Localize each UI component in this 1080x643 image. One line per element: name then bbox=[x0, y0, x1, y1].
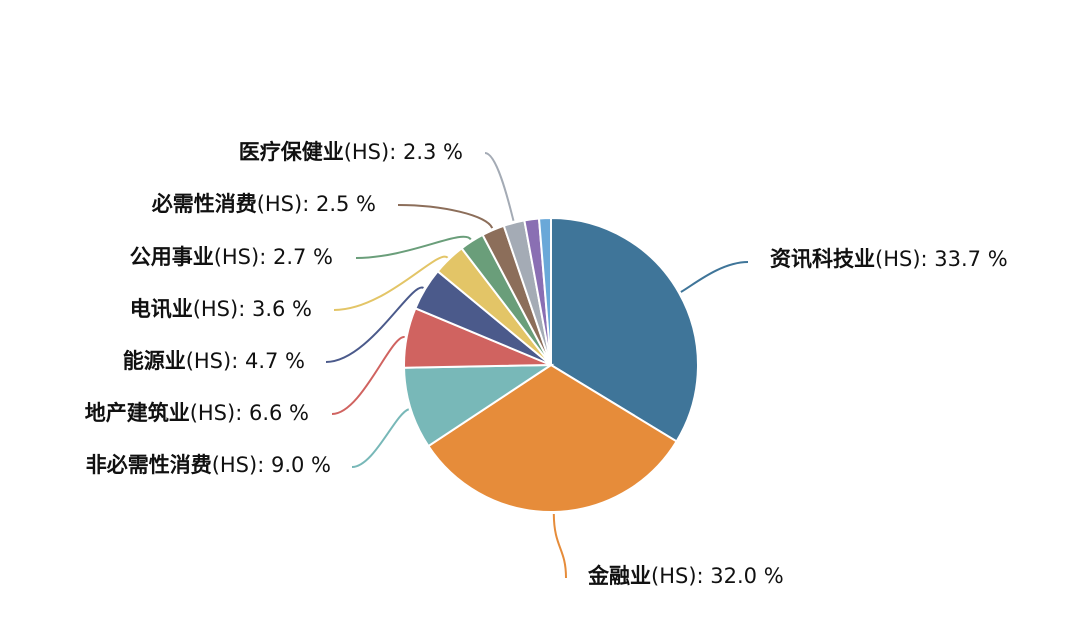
leader-line-6 bbox=[355, 235, 472, 259]
slice-label-value: (HS): 33.7 % bbox=[875, 247, 1008, 271]
slice-label-8: 医疗保健业(HS): 2.3 % bbox=[239, 140, 463, 164]
pie-slice-10 bbox=[537, 216, 552, 366]
slice-label-1: 金融业(HS): 32.0 % bbox=[587, 564, 784, 588]
slice-labels: 资讯科技业(HS): 33.7 %金融业(HS): 32.0 %非必需性消费(H… bbox=[85, 140, 1008, 588]
slice-label-value: (HS): 2.5 % bbox=[257, 192, 376, 216]
pie-slices bbox=[403, 216, 699, 513]
slice-label-value: (HS): 4.7 % bbox=[186, 349, 305, 373]
leader-line-2 bbox=[351, 408, 410, 468]
slice-label-5: 电讯业(HS): 3.6 % bbox=[130, 297, 312, 321]
slice-label-6: 公用事业(HS): 2.7 % bbox=[130, 245, 333, 269]
leader-line-5 bbox=[333, 255, 449, 311]
slice-label-category: 资讯科技业 bbox=[770, 247, 875, 271]
pie-slice-1 bbox=[427, 363, 678, 513]
slice-label-7: 必需性消费(HS): 2.5 % bbox=[152, 192, 376, 216]
slice-label-category: 非必需性消费 bbox=[86, 453, 212, 477]
slice-label-category: 金融业 bbox=[587, 564, 651, 588]
slice-label-category: 电讯业 bbox=[130, 297, 193, 321]
leader-lines bbox=[325, 152, 749, 579]
slice-label-value: (HS): 9.0 % bbox=[212, 453, 331, 477]
slice-label-value: (HS): 2.7 % bbox=[214, 245, 333, 269]
slice-label-3: 地产建筑业(HS): 6.6 % bbox=[85, 401, 309, 425]
leader-line-0 bbox=[680, 261, 749, 293]
slice-label-category: 公用事业 bbox=[130, 245, 214, 269]
slice-label-category: 医疗保健业 bbox=[239, 140, 344, 164]
leader-line-3 bbox=[331, 336, 405, 415]
slice-label-category: 必需性消费 bbox=[152, 192, 257, 216]
slice-label-value: (HS): 6.6 % bbox=[190, 401, 309, 425]
leader-line-8 bbox=[484, 152, 515, 222]
slice-label-0: 资讯科技业(HS): 33.7 % bbox=[770, 247, 1008, 271]
slice-label-category: 能源业 bbox=[123, 349, 186, 373]
slice-label-category: 地产建筑业 bbox=[85, 401, 190, 425]
leader-line-4 bbox=[325, 286, 424, 363]
leader-line-7 bbox=[397, 204, 494, 229]
slice-label-2: 非必需性消费(HS): 9.0 % bbox=[86, 453, 331, 477]
slice-label-4: 能源业(HS): 4.7 % bbox=[123, 349, 305, 373]
leader-line-1 bbox=[552, 513, 567, 579]
pie-slice-0 bbox=[550, 216, 699, 443]
slice-label-value: (HS): 2.3 % bbox=[344, 140, 463, 164]
slice-label-value: (HS): 3.6 % bbox=[193, 297, 312, 321]
pie-slice-2 bbox=[403, 363, 555, 448]
slice-label-value: (HS): 32.0 % bbox=[651, 564, 784, 588]
